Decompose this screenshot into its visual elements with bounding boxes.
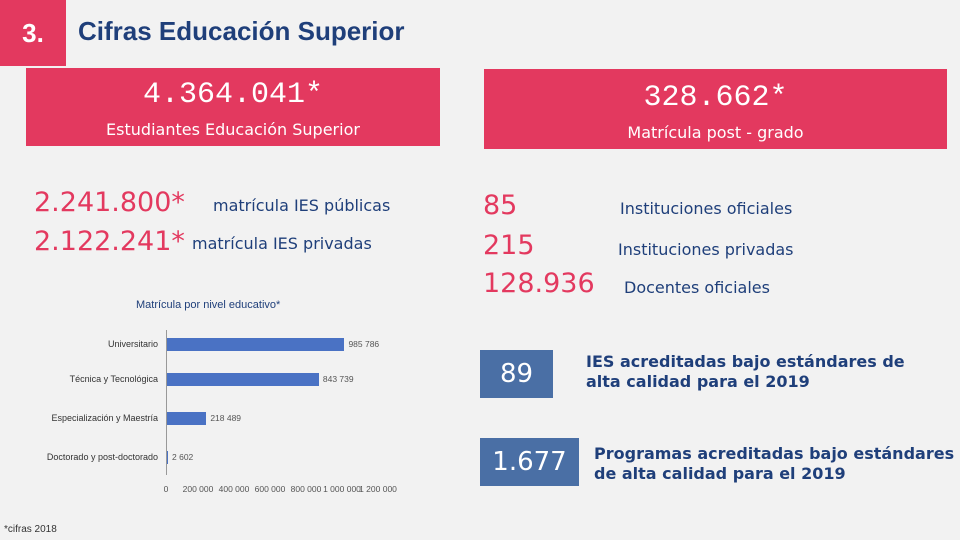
accredited-programs-label-line1: Programas acreditadas bajo estándares (594, 444, 955, 463)
accredited-ies-box: 89 (480, 350, 553, 398)
chart-y-axis (166, 330, 167, 475)
total-students-banner: 4.364.041* Estudiantes Educación Superio… (26, 68, 440, 146)
page-title: Cifras Educación Superior (78, 16, 405, 46)
category-label: Doctorado y post-doctorado (46, 452, 158, 462)
section-number-badge: 3. (0, 0, 66, 66)
accredited-ies-label-line2: alta calidad para el 2019 (586, 372, 810, 391)
accredited-programs-box: 1.677 (480, 438, 579, 486)
chart-title: Matrícula por nivel educativo* (136, 299, 281, 311)
x-tick-label: 1 000 000 (323, 484, 361, 494)
bar (167, 451, 168, 464)
private-enrollment-label: matrícula IES privadas (192, 234, 372, 253)
x-tick-label: 0 (163, 484, 169, 494)
bar (167, 373, 319, 386)
public-enrollment-value: 2.241.800* (34, 187, 185, 218)
data-label: 843 739 (322, 374, 354, 384)
data-label: 985 786 (348, 339, 380, 349)
public-enrollment-label: matrícula IES públicas (213, 196, 391, 215)
x-tick-label: 600 000 (254, 484, 286, 494)
category-label: Técnica y Tecnológica (69, 374, 158, 384)
bar (167, 412, 207, 425)
official-teachers-value: 128.936 (483, 268, 595, 299)
private-institutions-value: 215 (483, 230, 535, 261)
total-students-label: Estudiantes Educación Superior (106, 120, 360, 139)
x-tick-label: 200 000 (182, 484, 214, 494)
official-institutions-label: Instituciones oficiales (620, 199, 793, 218)
postgrad-banner: 328.662* Matrícula post - grado (484, 69, 947, 149)
private-institutions-label: Instituciones privadas (618, 240, 794, 259)
category-label: Universitario (107, 339, 158, 349)
data-label: 218 489 (210, 413, 242, 423)
postgrad-label: Matrícula post - grado (627, 123, 804, 142)
official-teachers-label: Docentes oficiales (624, 278, 770, 297)
official-institutions-value: 85 (483, 190, 518, 221)
data-label: 2 602 (172, 452, 194, 462)
private-enrollment-value: 2.122.241* (34, 226, 185, 257)
bar (167, 338, 345, 351)
footnote: *cifras 2018 (4, 524, 57, 535)
accredited-ies-label: IES acreditadas bajo estándares de alta … (586, 352, 905, 392)
total-students-value: 4.364.041* (142, 78, 324, 112)
x-tick-label: 1 200 000 (359, 484, 397, 494)
accredited-programs-label: Programas acreditadas bajo estándares de… (594, 444, 954, 484)
x-tick-label: 400 000 (218, 484, 250, 494)
accredited-ies-label-line1: IES acreditadas bajo estándares de (586, 352, 905, 371)
category-label: Especialización y Maestría (51, 413, 158, 423)
x-tick-label: 800 000 (290, 484, 322, 494)
accredited-programs-label-line2: de alta calidad para el 2019 (594, 464, 846, 483)
postgrad-value: 328.662* (643, 81, 788, 115)
